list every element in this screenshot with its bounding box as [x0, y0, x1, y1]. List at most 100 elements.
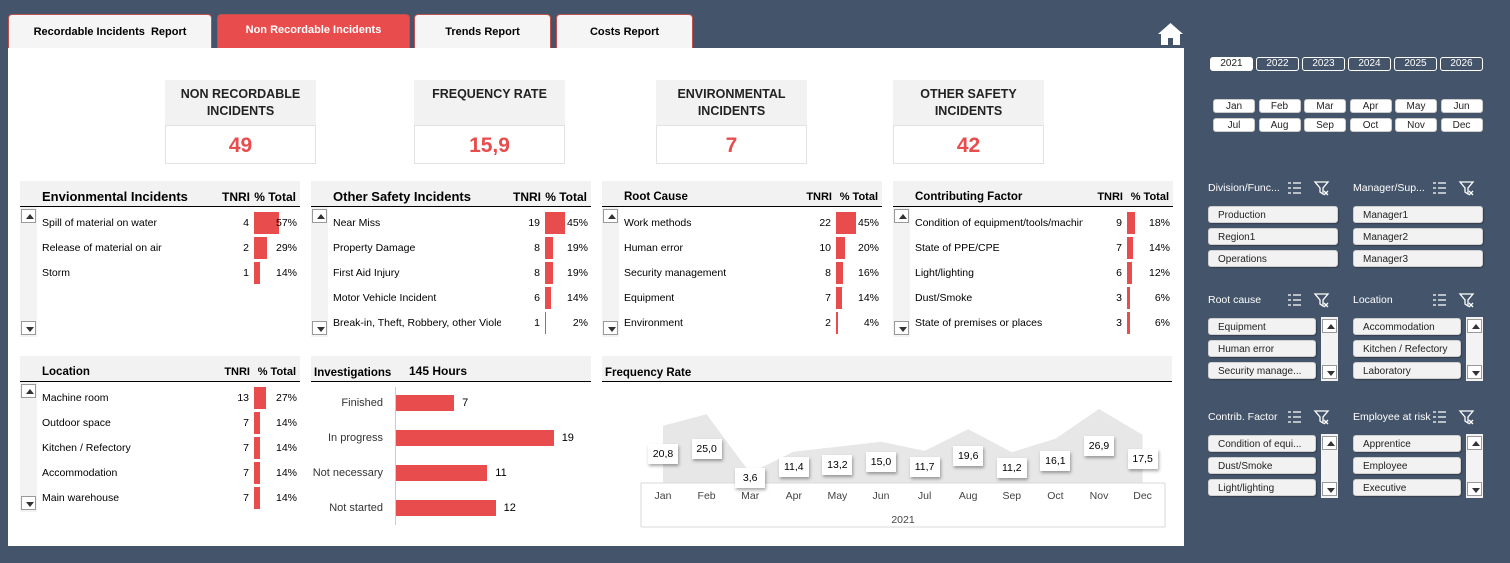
- row-pct: 4%: [863, 317, 879, 329]
- tab[interactable]: Costs Report: [556, 14, 693, 48]
- filter-item[interactable]: Kitchen / Refectory: [1353, 340, 1461, 357]
- row-pct: 57%: [275, 217, 297, 229]
- row-pct: 14%: [275, 467, 297, 479]
- tab[interactable]: Recordable Incidents Report: [8, 14, 212, 48]
- tab[interactable]: Non Recordable Incidents: [217, 14, 410, 48]
- filter-icons[interactable]: [1433, 292, 1475, 308]
- row-label: Human error: [624, 242, 683, 254]
- filter-item[interactable]: Employee: [1353, 457, 1461, 474]
- row-pct: 45%: [857, 217, 879, 229]
- filter-item[interactable]: Condition of equi...: [1208, 435, 1316, 452]
- month-button[interactable]: Mar: [1304, 99, 1346, 113]
- scroll-up[interactable]: [1467, 319, 1482, 333]
- filter-item[interactable]: Laboratory: [1353, 362, 1461, 379]
- home-icon[interactable]: [1157, 21, 1184, 47]
- row-pct: 20%: [857, 242, 879, 254]
- row-label: State of premises or places: [915, 317, 1043, 329]
- scroll-up[interactable]: [21, 384, 36, 398]
- scroll-up[interactable]: [603, 209, 618, 223]
- year-button[interactable]: 2022: [1256, 57, 1299, 71]
- row-tnri: 3: [1116, 292, 1122, 304]
- filter-icons[interactable]: [1288, 180, 1330, 196]
- filter-icons[interactable]: [1433, 180, 1475, 196]
- scroll-down[interactable]: [603, 321, 618, 335]
- kpi-title: NON RECORDABLE INCIDENTS: [165, 80, 316, 125]
- month-button[interactable]: Oct: [1349, 118, 1392, 132]
- data-label: 3,6: [735, 468, 766, 489]
- filter-icons[interactable]: [1433, 409, 1475, 425]
- pct-bar: [836, 287, 843, 309]
- filter-item[interactable]: Region1: [1208, 228, 1338, 245]
- filter-item[interactable]: Executive: [1353, 479, 1461, 496]
- month-button[interactable]: May: [1395, 99, 1437, 113]
- month-button[interactable]: Jun: [1440, 99, 1483, 113]
- pct-bar: [254, 387, 266, 409]
- month-button[interactable]: Jul: [1213, 118, 1255, 132]
- year-button[interactable]: 2026: [1440, 57, 1483, 71]
- year-button[interactable]: 2021: [1210, 57, 1253, 71]
- scroll-down[interactable]: [21, 321, 36, 335]
- scroll-down[interactable]: [1467, 365, 1482, 379]
- row-pct: 14%: [275, 267, 297, 279]
- month-button[interactable]: Feb: [1258, 99, 1301, 113]
- scroll-up[interactable]: [312, 209, 327, 223]
- scroll-down[interactable]: [1322, 365, 1337, 379]
- year-button[interactable]: 2025: [1394, 57, 1437, 71]
- scroll-up[interactable]: [1467, 436, 1482, 450]
- filter-item[interactable]: Equipment: [1208, 318, 1316, 335]
- filter-item[interactable]: Manager3: [1353, 250, 1483, 267]
- filter-title: Location: [1353, 294, 1393, 306]
- column-header: TNRI: [806, 191, 832, 203]
- filter-item[interactable]: Light/lighting: [1208, 479, 1316, 496]
- bar: [396, 395, 455, 411]
- filter-item[interactable]: Dust/Smoke: [1208, 457, 1316, 474]
- filter-title: Contrib. Factor: [1208, 411, 1278, 423]
- bar-value-label: 19: [561, 432, 574, 444]
- month-button[interactable]: Nov: [1395, 118, 1437, 132]
- row-pct: 27%: [275, 392, 297, 404]
- pct-bar: [545, 312, 546, 334]
- row-pct: 16%: [857, 267, 879, 279]
- column-header: % Total: [839, 191, 878, 203]
- pct-bar: [254, 487, 261, 509]
- scroll-down[interactable]: [1322, 482, 1337, 496]
- filter-item[interactable]: Security manage...: [1208, 362, 1316, 379]
- month-button[interactable]: Aug: [1258, 118, 1301, 132]
- row-tnri: 22: [819, 217, 831, 229]
- month-button[interactable]: Sep: [1304, 118, 1346, 132]
- month-button[interactable]: Dec: [1440, 118, 1483, 132]
- scroll-up[interactable]: [21, 209, 36, 223]
- month-button[interactable]: Apr: [1349, 99, 1392, 113]
- scroll-up[interactable]: [1322, 436, 1337, 450]
- row-tnri: 7: [243, 467, 249, 479]
- filter-item[interactable]: Manager2: [1353, 228, 1483, 245]
- table-header: [893, 181, 1173, 207]
- scroll-down[interactable]: [894, 321, 909, 335]
- row-label: Environment: [624, 317, 683, 329]
- scroll-up[interactable]: [1322, 319, 1337, 333]
- filter-icons[interactable]: [1288, 409, 1330, 425]
- x-tick-label: Sep: [1002, 490, 1022, 502]
- scroll-down[interactable]: [1467, 482, 1482, 496]
- year-button[interactable]: 2023: [1302, 57, 1345, 71]
- filter-title: Employee at risk: [1353, 411, 1431, 423]
- filter-item[interactable]: Human error: [1208, 340, 1316, 357]
- table-title: Location: [42, 366, 90, 378]
- kpi-value: 49: [228, 137, 253, 155]
- year-button[interactable]: 2024: [1348, 57, 1391, 71]
- month-button[interactable]: Jan: [1213, 99, 1255, 113]
- filter-item[interactable]: Manager1: [1353, 206, 1483, 223]
- scroll-down[interactable]: [312, 321, 327, 335]
- scroll-up[interactable]: [894, 209, 909, 223]
- tab[interactable]: Trends Report: [414, 14, 551, 48]
- filter-item[interactable]: Apprentice: [1353, 435, 1461, 452]
- x-tick-label: Apr: [785, 490, 802, 502]
- filter-item[interactable]: Operations: [1208, 250, 1338, 267]
- row-pct: 29%: [275, 242, 297, 254]
- pct-bar: [545, 287, 552, 309]
- pct-bar: [254, 237, 267, 259]
- filter-item[interactable]: Production: [1208, 206, 1338, 223]
- scroll-down[interactable]: [21, 496, 36, 510]
- filter-item[interactable]: Accommodation: [1353, 318, 1461, 335]
- filter-icons[interactable]: [1288, 292, 1330, 308]
